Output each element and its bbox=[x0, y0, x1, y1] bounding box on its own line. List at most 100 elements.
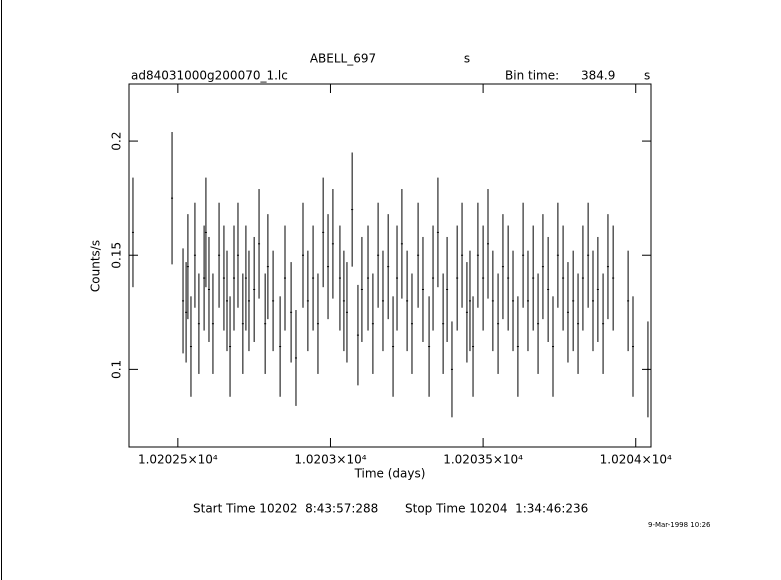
data-point bbox=[581, 277, 584, 279]
y-tick-label: 0.15 bbox=[110, 242, 124, 269]
data-point bbox=[253, 288, 256, 290]
data-point bbox=[356, 334, 359, 336]
data-point bbox=[207, 288, 210, 290]
data-point bbox=[189, 346, 192, 348]
data-point bbox=[185, 311, 188, 313]
data-point bbox=[592, 300, 594, 302]
data-point bbox=[491, 300, 494, 302]
data-point bbox=[306, 300, 309, 302]
data-point bbox=[302, 254, 304, 256]
x-tick-label: 1.02035×10⁴ bbox=[443, 453, 523, 467]
data-point bbox=[377, 254, 380, 256]
data-point bbox=[602, 323, 605, 325]
data-point bbox=[606, 266, 609, 268]
data-point bbox=[646, 368, 649, 370]
data-point bbox=[222, 277, 225, 279]
data-point bbox=[360, 288, 363, 290]
data-point bbox=[392, 346, 395, 348]
chart-title: ABELL_697 bbox=[310, 52, 376, 66]
y-tick-label: 0.1 bbox=[110, 360, 124, 379]
data-point bbox=[476, 254, 479, 256]
data-point bbox=[272, 300, 275, 302]
data-point bbox=[406, 300, 409, 302]
data-point bbox=[171, 197, 174, 199]
data-point bbox=[577, 323, 580, 325]
data-point bbox=[186, 266, 189, 268]
data-point bbox=[236, 254, 239, 256]
data-point bbox=[211, 323, 214, 325]
data-point bbox=[312, 277, 315, 279]
data-point bbox=[396, 277, 399, 279]
data-point bbox=[446, 288, 449, 290]
data-point bbox=[472, 346, 475, 348]
data-point bbox=[566, 311, 569, 313]
data-point bbox=[627, 300, 630, 302]
data-point bbox=[562, 277, 565, 279]
data-point bbox=[316, 323, 319, 325]
data-point bbox=[482, 277, 485, 279]
data-point bbox=[572, 300, 575, 302]
data-point bbox=[432, 277, 435, 279]
data-point bbox=[331, 243, 334, 245]
data-point bbox=[218, 254, 221, 256]
data-point bbox=[182, 300, 185, 302]
bin-time: 384.9 bbox=[581, 69, 615, 83]
data-point bbox=[461, 254, 464, 256]
data-point bbox=[436, 231, 439, 233]
data-point bbox=[371, 323, 374, 325]
start-time: Start Time 10202 8:43:57:288 bbox=[193, 502, 378, 516]
data-point bbox=[204, 231, 207, 233]
data-point bbox=[338, 277, 341, 279]
bin-time-unit: s bbox=[644, 69, 650, 83]
data-point bbox=[345, 311, 348, 313]
data-point bbox=[532, 277, 535, 279]
data-point bbox=[526, 300, 529, 302]
data-point bbox=[587, 254, 590, 256]
data-point bbox=[247, 300, 250, 302]
data-point bbox=[327, 266, 330, 268]
data-point bbox=[486, 243, 489, 245]
plot-date: 9-Mar-1998 10:26 bbox=[648, 521, 711, 529]
data-point bbox=[507, 277, 510, 279]
data-point bbox=[417, 254, 420, 256]
data-point bbox=[264, 323, 267, 325]
data-point bbox=[497, 323, 500, 325]
data-point bbox=[258, 243, 261, 245]
data-point bbox=[512, 300, 515, 302]
data-point bbox=[131, 231, 134, 233]
data-point bbox=[381, 300, 384, 302]
data-point bbox=[552, 346, 555, 348]
data-point bbox=[516, 346, 519, 348]
data-point bbox=[241, 323, 244, 325]
data-point bbox=[266, 266, 269, 268]
data-point bbox=[541, 266, 544, 268]
data-point bbox=[428, 346, 431, 348]
data-point bbox=[244, 277, 247, 279]
data-point bbox=[537, 323, 540, 325]
data-point bbox=[203, 277, 206, 279]
y-tick-label: 0.2 bbox=[110, 132, 124, 151]
data-point bbox=[468, 300, 471, 302]
data-point bbox=[522, 254, 525, 256]
stop-time: Stop Time 10204 1:34:46:236 bbox=[405, 502, 588, 516]
data-point bbox=[322, 231, 325, 233]
data-point bbox=[197, 323, 200, 325]
data-point bbox=[294, 357, 297, 359]
x-tick-label: 1.02025×10⁴ bbox=[138, 453, 218, 467]
data-point bbox=[450, 368, 453, 370]
data-point bbox=[400, 243, 403, 245]
data-point bbox=[225, 300, 228, 302]
plot-frame bbox=[128, 83, 652, 448]
data-point bbox=[290, 311, 293, 313]
title-unit: s bbox=[464, 52, 470, 66]
data-point bbox=[596, 288, 599, 290]
data-point bbox=[410, 323, 413, 325]
data-point bbox=[631, 346, 634, 348]
data-point bbox=[501, 266, 504, 268]
data-point bbox=[465, 311, 468, 313]
data-point bbox=[229, 346, 232, 348]
file-name: ad84031000g200070_1.lc bbox=[131, 69, 288, 83]
data-point bbox=[387, 266, 390, 268]
x-tick-label: 1.0204×10⁴ bbox=[600, 453, 672, 467]
